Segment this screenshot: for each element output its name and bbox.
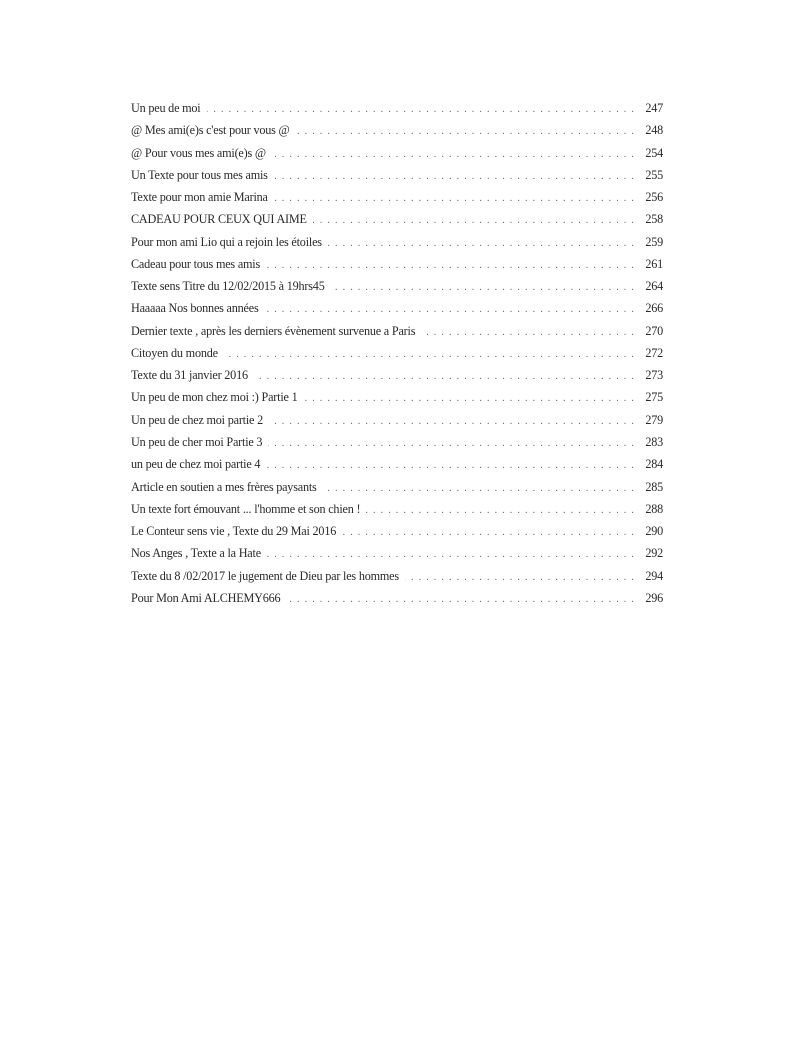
dot-leader: ........................................… — [296, 126, 639, 138]
dot-leader: ........................................… — [206, 104, 639, 115]
toc-entry-title: @ Pour vous mes ami(e)s @ — [131, 145, 266, 160]
toc-entry[interactable]: @ Mes ami(e)s c'est pour vous @.........… — [131, 123, 663, 145]
toc-entry[interactable]: Texte pour mon amie Marina..............… — [131, 190, 663, 212]
toc-entry[interactable]: Nos Anges , Texte a la Hate.............… — [131, 546, 663, 568]
dot-leader: ........................................… — [323, 482, 639, 494]
toc-entry[interactable]: Un peu de chez moi partie 2.............… — [131, 413, 663, 435]
toc-entry[interactable]: Un peu de moi...........................… — [131, 101, 663, 123]
toc-entry-page: 259 — [645, 234, 663, 249]
dot-leader: ........................................… — [312, 215, 639, 227]
toc-entry-page: 255 — [645, 167, 663, 182]
toc-entry-page: 275 — [645, 390, 663, 405]
toc-entry[interactable]: CADEAU POUR CEUX QUI AIME...............… — [131, 212, 663, 234]
dot-leader: ........................................… — [286, 593, 639, 605]
dot-leader: ........................................… — [274, 170, 639, 182]
dot-leader: ........................................… — [342, 527, 639, 539]
toc-entry-page: 285 — [645, 479, 663, 494]
toc-entry[interactable]: Un peu de cher moi Partie 3.............… — [131, 435, 663, 457]
dot-leader: ........................................… — [254, 371, 639, 383]
toc-entry-title: Un peu de chez moi partie 2 — [131, 412, 263, 427]
toc-entry-title: Le Conteur sens vie , Texte du 29 Mai 20… — [131, 524, 337, 539]
toc-entry-page: 266 — [645, 301, 663, 316]
toc-entry-page: 256 — [645, 190, 663, 205]
toc-entry-page: 292 — [645, 546, 663, 561]
toc-entry-page: 248 — [645, 123, 663, 138]
toc-entry-page: 270 — [645, 323, 663, 338]
table-of-contents: Un peu de moi...........................… — [131, 101, 663, 613]
toc-entry-title: Nos Anges , Texte a la Hate — [131, 546, 261, 561]
dot-leader: ........................................… — [274, 193, 639, 205]
toc-entry-title: @ Mes ami(e)s c'est pour vous @ — [131, 123, 290, 138]
toc-entry-title: Citoyen du monde — [131, 345, 218, 360]
toc-entry[interactable]: un peu de chez moi partie 4.............… — [131, 457, 663, 479]
toc-entry-page: 288 — [645, 501, 663, 516]
dot-leader: ........................................… — [331, 282, 639, 294]
toc-entry-page: 294 — [645, 568, 663, 583]
dot-leader: ........................................… — [269, 415, 639, 427]
toc-entry-page: 247 — [645, 101, 663, 115]
toc-entry-page: 273 — [645, 368, 663, 383]
dot-leader: ........................................… — [303, 393, 639, 405]
toc-entry-title: Un Texte pour tous mes amis — [131, 167, 268, 182]
dot-leader: ........................................… — [266, 460, 639, 472]
dot-leader: ........................................… — [266, 549, 639, 561]
toc-entry-title: Un texte fort émouvant ... l'homme et so… — [131, 501, 361, 516]
dot-leader: ........................................… — [272, 148, 639, 160]
toc-entry-title: CADEAU POUR CEUX QUI AIME — [131, 212, 307, 227]
dot-leader: ........................................… — [421, 326, 639, 338]
toc-entry-page: 283 — [645, 434, 663, 449]
toc-entry-title: Texte du 31 janvier 2016 — [131, 368, 248, 383]
toc-entry[interactable]: Un peu de mon chez moi :) Partie 1......… — [131, 390, 663, 412]
toc-entry-title: Texte pour mon amie Marina — [131, 190, 268, 205]
toc-entry[interactable]: Le Conteur sens vie , Texte du 29 Mai 20… — [131, 524, 663, 546]
toc-entry-page: 264 — [645, 279, 663, 294]
toc-entry[interactable]: Texte du 8 /02/2017 le jugement de Dieu … — [131, 569, 663, 591]
toc-entry-title: Pour Mon Ami ALCHEMY666 — [131, 590, 281, 605]
toc-entry[interactable]: Haaaaa Nos bonnes années................… — [131, 301, 663, 323]
toc-entry[interactable]: Un Texte pour tous mes amis.............… — [131, 168, 663, 190]
toc-entry-title: Texte du 8 /02/2017 le jugement de Dieu … — [131, 568, 399, 583]
toc-entry-title: Texte sens Titre du 12/02/2015 à 19hrs45 — [131, 279, 325, 294]
toc-entry[interactable]: Dernier texte , après les derniers évène… — [131, 324, 663, 346]
toc-entry[interactable]: @ Pour vous mes ami(e)s @...............… — [131, 146, 663, 168]
dot-leader: ........................................… — [268, 437, 639, 449]
toc-entry-page: 290 — [645, 524, 663, 539]
toc-entry[interactable]: Article en soutien a mes frères paysants… — [131, 480, 663, 502]
dot-leader: ........................................… — [223, 348, 639, 360]
toc-entry-page: 258 — [645, 212, 663, 227]
dot-leader: ........................................… — [405, 571, 639, 583]
toc-entry-title: Dernier texte , après les derniers évène… — [131, 323, 416, 338]
toc-entry-title: Un peu de moi — [131, 101, 201, 115]
toc-entry-title: Cadeau pour tous mes amis — [131, 256, 261, 271]
toc-entry-page: 284 — [645, 457, 663, 472]
toc-entry[interactable]: Cadeau pour tous mes amis...............… — [131, 257, 663, 279]
toc-entry[interactable]: Pour mon ami Lio qui a rejoin les étoile… — [131, 235, 663, 257]
toc-entry-page: 296 — [645, 590, 663, 605]
dot-leader: ........................................… — [266, 259, 639, 271]
toc-entry[interactable]: Texte du 31 janvier 2016................… — [131, 368, 663, 390]
toc-entry-page: 254 — [645, 145, 663, 160]
toc-entry-page: 272 — [645, 345, 663, 360]
toc-entry[interactable]: Pour Mon Ami ALCHEMY666.................… — [131, 591, 663, 613]
toc-entry-title: Haaaaa Nos bonnes années — [131, 301, 259, 316]
toc-entry[interactable]: Texte sens Titre du 12/02/2015 à 19hrs45… — [131, 279, 663, 301]
toc-entry-page: 279 — [645, 412, 663, 427]
toc-entry-page: 261 — [645, 256, 663, 271]
toc-entry[interactable]: Un texte fort émouvant ... l'homme et so… — [131, 502, 663, 524]
toc-entry-title: un peu de chez moi partie 4 — [131, 457, 261, 472]
toc-entry-title: Pour mon ami Lio qui a rejoin les étoile… — [131, 234, 322, 249]
dot-leader: ........................................… — [327, 237, 639, 249]
dot-leader: ........................................… — [265, 304, 639, 316]
toc-entry-title: Article en soutien a mes frères paysants — [131, 479, 317, 494]
toc-entry-title: Un peu de mon chez moi :) Partie 1 — [131, 390, 298, 405]
toc-entry-title: Un peu de cher moi Partie 3 — [131, 434, 263, 449]
toc-entry[interactable]: Citoyen du monde........................… — [131, 346, 663, 368]
dot-leader: ........................................… — [366, 504, 639, 516]
